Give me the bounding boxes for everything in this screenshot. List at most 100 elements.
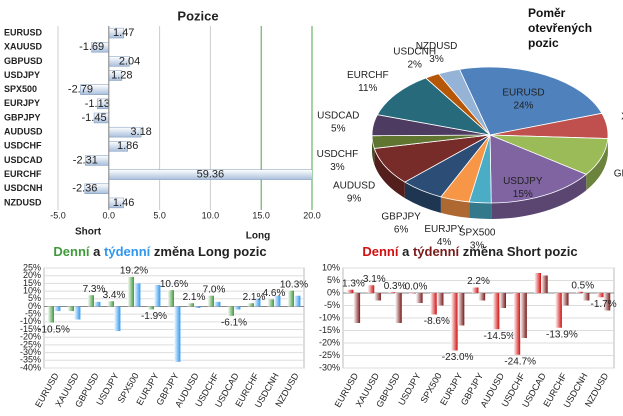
y-tick-label: XAUUSD xyxy=(4,42,43,52)
pie-label: XAUUSD xyxy=(621,112,623,123)
y-tick-label: -20% xyxy=(319,337,340,347)
bar xyxy=(67,306,74,312)
y-tick-label: 10% xyxy=(23,285,41,295)
value-label: 4.6% xyxy=(263,288,286,299)
pie-value-label: 3% xyxy=(330,162,345,173)
pie-side xyxy=(586,138,608,191)
pie-label: GBPJPY xyxy=(381,212,421,223)
title-part: týdenní xyxy=(413,244,460,259)
pie-side xyxy=(404,182,441,213)
value-label: 0.0% xyxy=(405,282,428,293)
y-tick-label: 15% xyxy=(23,278,41,288)
pie-value-label: 11% xyxy=(358,83,377,94)
value-label: -6.1% xyxy=(221,317,247,328)
title-part: změna Short pozic xyxy=(463,244,578,259)
bar xyxy=(346,289,354,293)
pie-label: USDCAD xyxy=(317,111,359,122)
x-tick-label: 10.0 xyxy=(202,210,220,220)
pie-slice xyxy=(458,66,603,136)
bar xyxy=(513,293,521,355)
bar xyxy=(478,293,486,301)
y-tick-label: -15% xyxy=(319,325,340,335)
y-tick-label: -25% xyxy=(20,339,41,349)
bar xyxy=(167,290,174,307)
bar xyxy=(107,301,114,307)
pie-value-label: 3% xyxy=(470,241,485,252)
bar xyxy=(430,293,437,315)
value-label: 1.47 xyxy=(113,27,134,39)
chart-title: Pozice xyxy=(177,8,218,23)
bar xyxy=(147,306,154,310)
value-label: 2.1% xyxy=(243,292,266,303)
pie-label: EURUSD xyxy=(502,88,544,99)
y-tick-label: 10% xyxy=(322,262,340,272)
bar xyxy=(154,284,161,307)
value-label: 7.3% xyxy=(83,284,106,295)
y-tick-label: 5% xyxy=(28,293,41,303)
y-tick-label: USDCAD xyxy=(4,155,43,165)
value-label: -23.0% xyxy=(442,352,474,363)
value-label: 0.3% xyxy=(384,281,407,292)
pie-value-label: 24% xyxy=(513,101,533,112)
y-tick-label: 0% xyxy=(28,301,41,311)
value-label: -13.9% xyxy=(546,329,578,340)
bar xyxy=(187,303,194,307)
value-label: -2.31 xyxy=(73,154,98,166)
bar xyxy=(367,285,375,293)
y-tick-label: -30% xyxy=(20,347,41,357)
bar xyxy=(450,293,458,351)
y-tick-label: AUDUSD xyxy=(4,127,43,137)
pie-label: SPX500 xyxy=(459,228,496,239)
bar xyxy=(234,306,241,310)
y-tick-label: GBPJPY xyxy=(4,112,41,122)
value-label: 10.6% xyxy=(160,279,188,290)
bar xyxy=(415,293,423,303)
value-label: -10.5% xyxy=(38,324,70,335)
value-label: 3.4% xyxy=(103,290,126,301)
value-label: -2.79 xyxy=(68,84,93,96)
y-tick-label: NZDUSD xyxy=(4,197,42,207)
bar xyxy=(294,295,301,307)
y-tick-label: -35% xyxy=(20,355,41,365)
y-tick-label: -20% xyxy=(20,332,41,342)
bar xyxy=(492,293,500,330)
bar xyxy=(174,306,181,362)
title-part: a xyxy=(93,244,101,259)
y-tick-label: -15% xyxy=(20,324,41,334)
y-tick-label: SPX500 xyxy=(4,84,37,94)
bar xyxy=(534,273,542,293)
title-part: Denní xyxy=(53,244,90,259)
bar xyxy=(374,293,381,301)
bar xyxy=(254,298,261,307)
pie-label: GBPUSD xyxy=(614,169,623,180)
y-tick-label: USDCNH xyxy=(4,183,43,193)
title-part: změna Long pozic xyxy=(154,244,267,259)
bar xyxy=(274,295,281,307)
y-tick-label: -5% xyxy=(25,309,41,319)
value-label: 59.36 xyxy=(197,169,225,181)
value-label: 2.1% xyxy=(183,292,206,303)
pie-side xyxy=(491,174,587,219)
bar xyxy=(395,293,402,323)
y-tick-label: -10% xyxy=(20,316,41,326)
title-part: a xyxy=(402,244,410,259)
bar xyxy=(114,306,121,332)
pie-label: USDJPY xyxy=(503,176,543,187)
pie-label: AUDUSD xyxy=(333,181,375,192)
y-tick-label: EURJPY xyxy=(4,98,40,108)
pie-title: Poměr otevřených pozic xyxy=(528,6,593,50)
value-label: 3.18 xyxy=(130,126,151,138)
value-label: -1.7% xyxy=(591,299,617,310)
value-label: 3.1% xyxy=(363,274,386,285)
pie-label: EURCHF xyxy=(347,70,389,81)
bar xyxy=(47,306,54,323)
value-label: 19.2% xyxy=(120,266,148,277)
bar xyxy=(471,287,479,293)
bar xyxy=(74,306,81,320)
pie-slice xyxy=(489,134,587,204)
value-label: -24.7% xyxy=(504,356,536,367)
title-part: týdenní xyxy=(104,244,151,259)
value-label: -2.36 xyxy=(72,183,97,195)
value-label: 10.3% xyxy=(280,279,308,290)
